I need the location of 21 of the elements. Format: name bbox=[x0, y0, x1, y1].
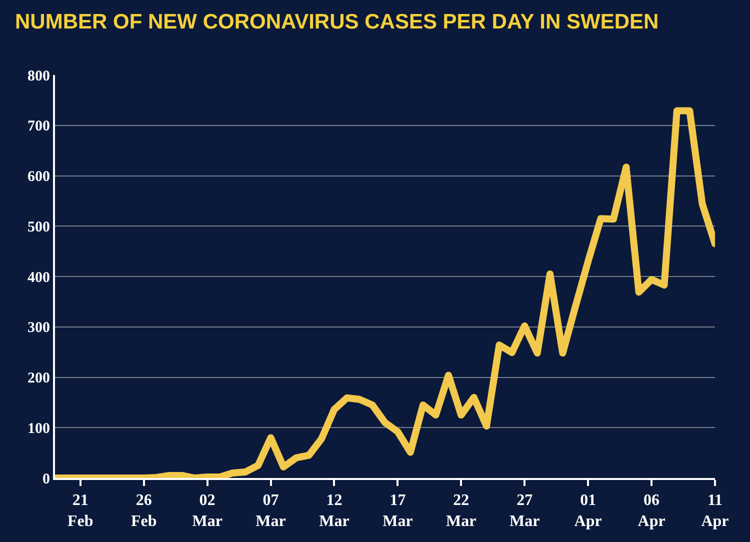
x-tick-label: 21 Feb bbox=[67, 492, 94, 530]
x-tick-label: 07 Mar bbox=[256, 492, 286, 530]
y-tick-label: 800 bbox=[28, 68, 50, 84]
x-tick-label: 11 Apr bbox=[701, 492, 729, 530]
x-tick-label: 12 Mar bbox=[319, 492, 350, 530]
y-tick-label: 400 bbox=[28, 270, 50, 286]
y-tick-label: 600 bbox=[28, 169, 50, 185]
chart-title: NUMBER OF NEW CORONAVIRUS CASES PER DAY IN SWEDEN bbox=[15, 10, 659, 34]
x-tick-label: 27 Mar bbox=[510, 492, 540, 530]
y-tick-label: 700 bbox=[28, 118, 50, 135]
x-tick-label: 17 Mar bbox=[382, 492, 413, 530]
x-tick-label: 01 Apr bbox=[574, 492, 602, 530]
x-tick-label: 02 Mar bbox=[192, 492, 222, 530]
y-tick-label: 100 bbox=[28, 420, 50, 437]
y-tick-label: 200 bbox=[28, 370, 50, 386]
y-tick-label: 0 bbox=[42, 471, 50, 488]
x-tick-label: 26 Feb bbox=[130, 492, 157, 530]
x-tick-label: 06 Apr bbox=[638, 492, 666, 530]
x-tick-label: 22 Mar bbox=[446, 492, 476, 530]
y-tick-label: 500 bbox=[28, 219, 50, 236]
y-tick-label: 300 bbox=[28, 320, 50, 336]
